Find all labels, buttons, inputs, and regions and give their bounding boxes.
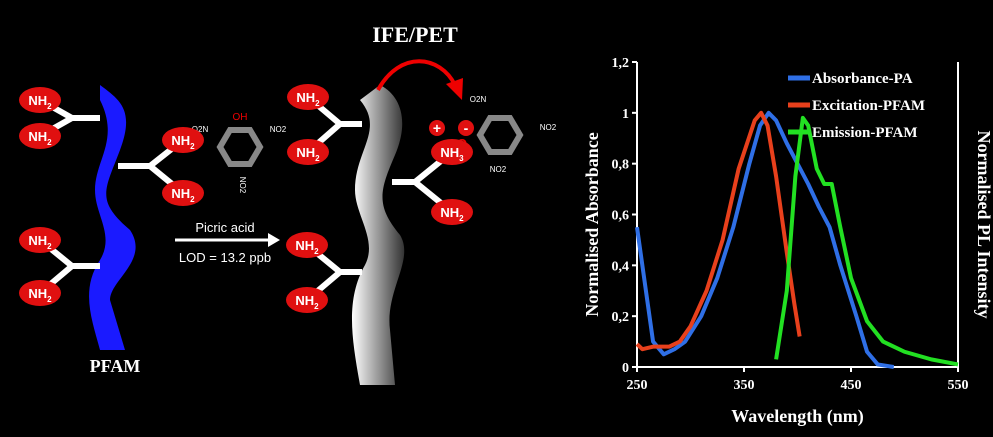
amine-main: NH xyxy=(295,238,314,253)
amine-sub: 2 xyxy=(314,247,319,256)
y-tick-label: 0,8 xyxy=(612,158,630,173)
amine-main: NH xyxy=(295,293,314,308)
legend-label: Excitation-PFAM xyxy=(812,98,925,114)
page: {"diagram":{"label_left":"PFAM","mechani… xyxy=(0,0,993,437)
charge: - xyxy=(464,120,469,136)
amine-main: NH xyxy=(296,145,315,160)
amine-sub: 3 xyxy=(459,154,464,163)
hydroxyl: OH xyxy=(233,112,248,123)
nitro: NO2 xyxy=(540,123,557,132)
graphical-abstract: PFAM IFE/PET Picric acid LOD = 13.2 ppb … xyxy=(0,0,993,437)
legend-label: Emission-PFAM xyxy=(812,125,918,141)
x-tick-label: 550 xyxy=(948,378,969,393)
amine-sub: 2 xyxy=(47,138,52,147)
curved-arrow-head xyxy=(446,78,463,100)
x-tick-label: 450 xyxy=(841,378,862,393)
series-line xyxy=(776,118,958,365)
amine-main: NH xyxy=(171,133,190,148)
amine-sub: 2 xyxy=(190,142,195,151)
ring xyxy=(220,130,260,164)
y-tick-label: 0,6 xyxy=(612,209,630,224)
amine-main: NH xyxy=(28,93,47,108)
mechanism-label: IFE/PET xyxy=(372,22,458,47)
amine-sub: 2 xyxy=(315,154,320,163)
y-axis-label: Normalised Absorbance xyxy=(582,132,602,317)
amine-main: NH xyxy=(28,129,47,144)
ring xyxy=(480,118,520,152)
charge: + xyxy=(433,120,441,136)
amine-main: NH xyxy=(296,90,315,105)
amine-sub: 2 xyxy=(459,214,464,223)
nitro: NO2 xyxy=(270,125,287,134)
y-tick-label: 1 xyxy=(622,107,629,122)
amine-main: NH xyxy=(28,233,47,248)
curved-arrow xyxy=(378,61,455,90)
y2-axis-label: Normalised PL Intensity xyxy=(974,130,993,318)
legend-label: Absorbance-PA xyxy=(812,71,913,87)
nitro: NO2 xyxy=(490,165,507,174)
nitro: NO2 xyxy=(238,177,247,194)
y-tick-label: 0 xyxy=(622,361,629,376)
amine-sub: 2 xyxy=(190,195,195,204)
quenched-ribbon xyxy=(352,85,404,385)
amine-sub: 2 xyxy=(314,302,319,311)
amine-sub: 2 xyxy=(315,99,320,108)
series-line xyxy=(637,113,800,349)
amine-main: NH xyxy=(171,186,190,201)
lod-label: LOD = 13.2 ppb xyxy=(179,250,271,265)
arrow-head xyxy=(268,233,280,247)
amine-sub: 2 xyxy=(47,295,52,304)
amine-main: NH xyxy=(440,145,459,160)
y-tick-label: 0,2 xyxy=(612,310,630,325)
amine-sub: 2 xyxy=(47,102,52,111)
reagent-label: Picric acid xyxy=(195,220,254,235)
polymer-ribbon xyxy=(89,85,136,350)
amine-main: NH xyxy=(440,205,459,220)
series-line xyxy=(637,113,894,367)
polymer-label: PFAM xyxy=(90,356,141,376)
x-tick-label: 250 xyxy=(627,378,648,393)
amine-main: NH xyxy=(28,286,47,301)
y-tick-label: 0,4 xyxy=(612,259,630,274)
x-axis-label: Wavelength (nm) xyxy=(731,406,864,427)
y-tick-label: 1,2 xyxy=(612,56,630,71)
x-tick-label: 350 xyxy=(734,378,755,393)
amine-sub: 2 xyxy=(47,242,52,251)
nitro: O2N xyxy=(470,95,487,104)
